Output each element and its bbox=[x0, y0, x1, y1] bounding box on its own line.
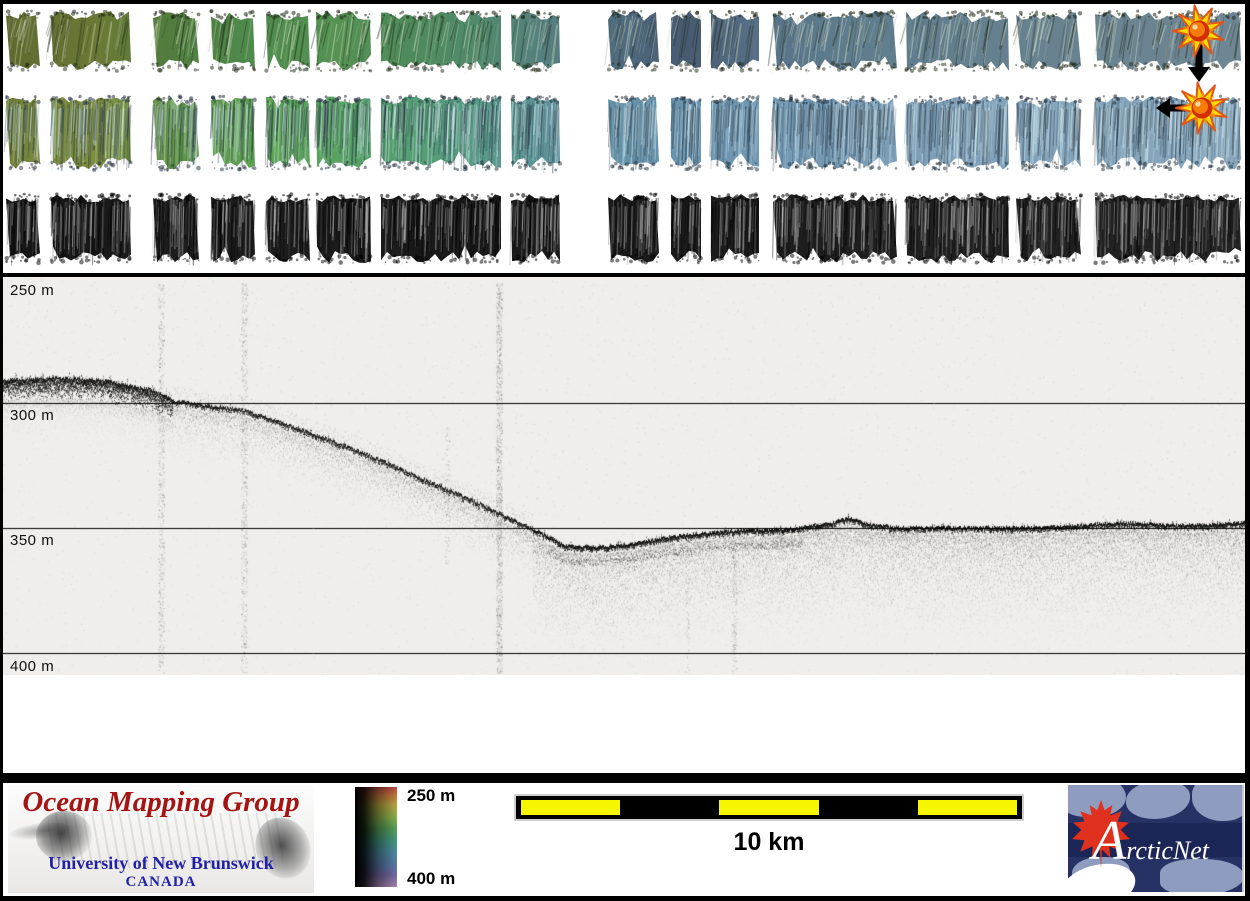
depth-label-250m: 250 m bbox=[10, 282, 55, 299]
scale-segment-yellow bbox=[917, 800, 1018, 815]
depth-label-300m: 300 m bbox=[10, 407, 55, 424]
arcticnet-wordmark: ArcticNet bbox=[1092, 810, 1210, 872]
arcticnet-logo: ArcticNet bbox=[1066, 785, 1244, 892]
bathymetry-strip-top-lit bbox=[3, 9, 1242, 74]
sun-illumination-icons bbox=[1156, 4, 1228, 135]
frame-top bbox=[0, 0, 1250, 4]
omg-university-label: University of New Brunswick bbox=[48, 853, 274, 873]
colorbar-top-label: 250 m bbox=[407, 786, 456, 805]
backscatter-strip bbox=[4, 192, 1242, 266]
maple-leaf-icon bbox=[1072, 799, 1130, 869]
depth-label-350m: 350 m bbox=[10, 532, 55, 549]
footer: Ocean Mapping Group University of New Br… bbox=[0, 773, 1250, 901]
echogram-canvas bbox=[3, 277, 1245, 675]
bathymetry-strip-side-lit bbox=[3, 94, 1242, 174]
scale-segment-yellow bbox=[719, 800, 819, 815]
scale-segment-yellow bbox=[521, 800, 621, 815]
scale-bar bbox=[516, 796, 1022, 819]
depth-colorbar bbox=[355, 787, 397, 887]
colorbar-bottom-label: 400 m bbox=[407, 869, 456, 888]
subbottom-profile-panel: 250 m 300 m 350 m 400 m bbox=[0, 273, 1250, 675]
footer-band: Ocean Mapping Group University of New Br… bbox=[3, 783, 1245, 896]
scale-segment-black bbox=[620, 800, 720, 815]
omg-country-label: CANADA bbox=[125, 874, 197, 890]
scale-bar-segments bbox=[521, 800, 1018, 815]
scale-bar-label: 10 km bbox=[733, 828, 805, 856]
omg-title: Ocean Mapping Group bbox=[22, 786, 300, 818]
arcticnet-map-blob bbox=[1160, 859, 1242, 892]
omg-logo: Ocean Mapping Group University of New Br… bbox=[8, 785, 314, 893]
scale-segment-black bbox=[818, 800, 918, 815]
depth-label-400m: 400 m bbox=[10, 658, 55, 675]
